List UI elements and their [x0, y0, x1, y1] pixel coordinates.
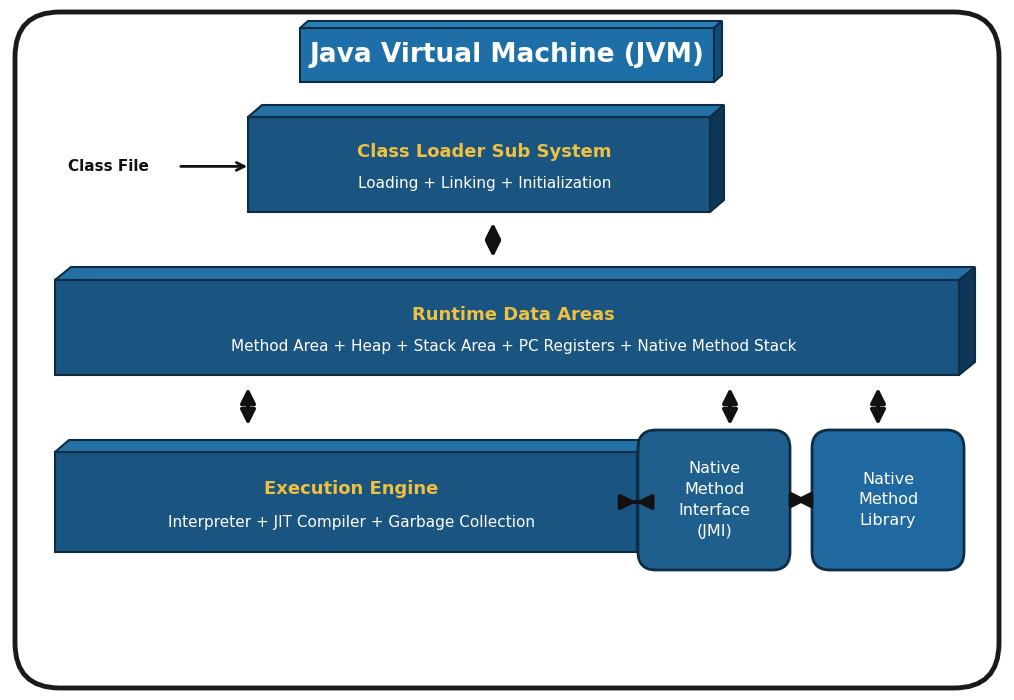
Text: Loading + Linking + Initialization: Loading + Linking + Initialization	[358, 176, 611, 191]
FancyBboxPatch shape	[15, 12, 999, 688]
Polygon shape	[55, 440, 651, 452]
FancyBboxPatch shape	[638, 430, 790, 570]
Text: Java Virtual Machine (JVM): Java Virtual Machine (JVM)	[309, 42, 705, 68]
Text: Native
Method
Interface
(JMI): Native Method Interface (JMI)	[678, 461, 750, 539]
Text: Execution Engine: Execution Engine	[265, 480, 439, 498]
Polygon shape	[959, 267, 975, 375]
Polygon shape	[710, 105, 724, 212]
FancyBboxPatch shape	[55, 280, 959, 375]
FancyBboxPatch shape	[55, 452, 637, 552]
FancyBboxPatch shape	[812, 430, 964, 570]
Text: Native
Method
Library: Native Method Library	[858, 472, 918, 528]
Text: Class Loader Sub System: Class Loader Sub System	[357, 144, 611, 161]
FancyBboxPatch shape	[248, 117, 710, 212]
Polygon shape	[300, 21, 722, 28]
Text: Interpreter + JIT Compiler + Garbage Collection: Interpreter + JIT Compiler + Garbage Col…	[168, 514, 535, 529]
Polygon shape	[714, 21, 722, 82]
Polygon shape	[248, 105, 724, 117]
Polygon shape	[55, 267, 975, 280]
FancyBboxPatch shape	[300, 28, 714, 82]
Text: Method Area + Heap + Stack Area + PC Registers + Native Method Stack: Method Area + Heap + Stack Area + PC Reg…	[230, 339, 796, 354]
Text: Class File: Class File	[68, 159, 149, 174]
Polygon shape	[637, 440, 651, 552]
Text: Runtime Data Areas: Runtime Data Areas	[412, 306, 614, 324]
